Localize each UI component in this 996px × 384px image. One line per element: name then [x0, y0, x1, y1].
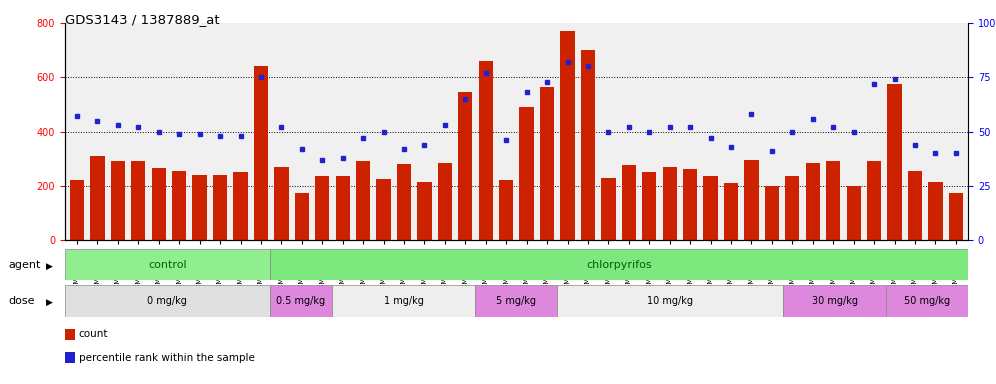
Bar [907, 171, 922, 240]
Bar [270, 249, 968, 280]
Bar [703, 176, 718, 240]
Bar [561, 31, 575, 240]
Bar [274, 167, 289, 240]
Bar [192, 175, 207, 240]
Bar [847, 186, 861, 240]
Bar [356, 161, 371, 240]
Text: agent: agent [8, 260, 41, 270]
Text: ▶: ▶ [46, 298, 53, 307]
Bar [867, 161, 881, 240]
Text: 50 mg/kg: 50 mg/kg [904, 296, 950, 306]
Bar [417, 182, 431, 240]
Bar [254, 66, 268, 240]
Bar [332, 285, 475, 317]
Bar [131, 161, 145, 240]
Bar [151, 168, 166, 240]
Bar [886, 285, 968, 317]
Text: GDS3143 / 1387889_at: GDS3143 / 1387889_at [65, 13, 219, 26]
Text: 0 mg/kg: 0 mg/kg [147, 296, 187, 306]
Bar [233, 172, 248, 240]
Text: dose: dose [8, 296, 35, 306]
Bar [111, 161, 125, 240]
Bar [91, 156, 105, 240]
Bar [724, 183, 738, 240]
Bar [642, 172, 656, 240]
Text: 0.5 mg/kg: 0.5 mg/kg [276, 296, 326, 306]
Bar [683, 169, 697, 240]
Bar [65, 249, 270, 280]
Text: 5 mg/kg: 5 mg/kg [496, 296, 537, 306]
Bar [499, 180, 513, 240]
Bar [458, 92, 472, 240]
Bar [806, 163, 820, 240]
Text: ▶: ▶ [46, 262, 53, 271]
Text: 1 mg/kg: 1 mg/kg [383, 296, 423, 306]
Bar [270, 285, 332, 317]
Bar [744, 160, 759, 240]
Bar [949, 192, 963, 240]
Bar [65, 285, 270, 317]
Bar [475, 285, 558, 317]
Bar [336, 176, 350, 240]
Bar [540, 87, 554, 240]
Bar [70, 180, 84, 240]
Bar [887, 84, 901, 240]
Bar [662, 167, 677, 240]
Bar [520, 107, 534, 240]
Bar [785, 176, 800, 240]
Bar [581, 50, 596, 240]
Bar [437, 163, 452, 240]
Text: 10 mg/kg: 10 mg/kg [647, 296, 693, 306]
Bar [558, 285, 783, 317]
Text: chlorpyrifos: chlorpyrifos [587, 260, 652, 270]
Bar [622, 166, 636, 240]
Bar [315, 176, 330, 240]
Text: percentile rank within the sample: percentile rank within the sample [79, 353, 255, 362]
Bar [396, 164, 411, 240]
Bar [602, 178, 616, 240]
Bar [479, 61, 493, 240]
Bar [783, 285, 886, 317]
Bar [213, 175, 227, 240]
Bar [765, 186, 779, 240]
Bar [826, 161, 841, 240]
Text: 30 mg/kg: 30 mg/kg [812, 296, 858, 306]
Text: count: count [79, 329, 109, 339]
Bar [295, 192, 309, 240]
Bar [376, 179, 390, 240]
Bar [172, 171, 186, 240]
Bar [928, 182, 942, 240]
Text: control: control [148, 260, 186, 270]
